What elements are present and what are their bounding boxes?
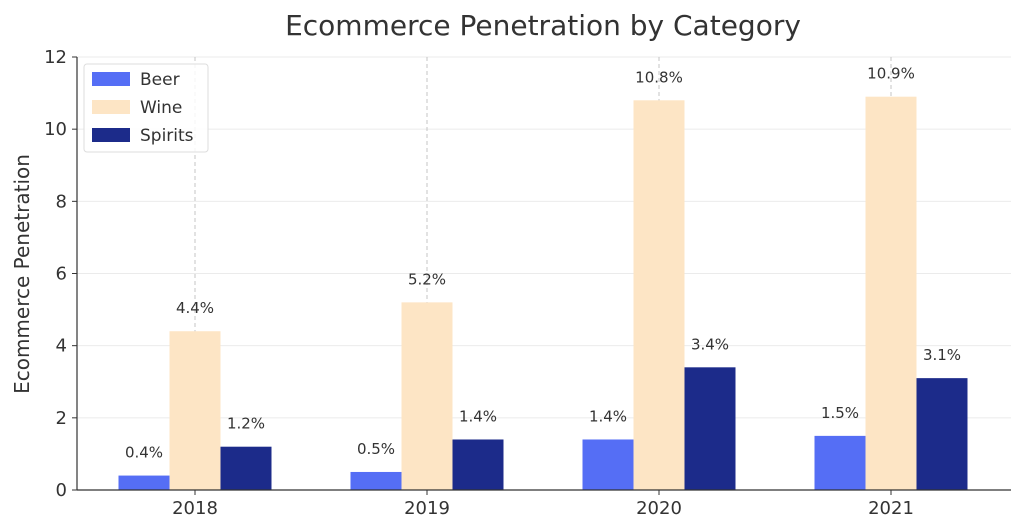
- legend-swatch-wine: [92, 100, 130, 114]
- y-axis-label: Ecommerce Penetration: [10, 154, 34, 394]
- legend: Beer Wine Spirits: [83, 63, 209, 153]
- chart-title: Ecommerce Penetration by Category: [285, 9, 801, 42]
- y-tick-label: 8: [56, 191, 67, 212]
- y-tick-label: 0: [56, 480, 67, 501]
- data-label: 0.4%: [125, 444, 163, 462]
- bars: 0.4% 0.5% 1.4% 1.5% 4.4% 5.2% 10.8% 10.9% 1.2% 1.…: [118, 65, 968, 491]
- data-label: 3.1%: [923, 346, 961, 364]
- x-tick-label: 2019: [404, 498, 450, 519]
- y-tick-label: 12: [44, 47, 67, 68]
- y-tick-label: 4: [56, 336, 67, 357]
- bar-wine-2021: [865, 96, 917, 491]
- data-label: 4.4%: [176, 299, 214, 317]
- y-tick-label: 10: [44, 119, 67, 140]
- data-label: 1.4%: [589, 407, 627, 425]
- x-tick-label: 2018: [172, 498, 218, 519]
- bar-wine-2019: [401, 302, 453, 490]
- data-label: 10.9%: [867, 65, 915, 83]
- data-label: 0.5%: [357, 440, 395, 458]
- legend-label: Beer: [140, 70, 180, 90]
- x-tick-label: 2021: [868, 498, 914, 519]
- legend-label: Spirits: [140, 126, 194, 146]
- data-label: 1.5%: [821, 404, 859, 422]
- bar-spirits-2021: [916, 378, 968, 490]
- bar-beer-2020: [582, 439, 634, 490]
- legend-label: Wine: [140, 98, 182, 118]
- bar-wine-2018: [169, 331, 221, 490]
- y-tick-label: 6: [56, 264, 67, 285]
- bar-beer-2018: [118, 475, 170, 490]
- x-tick-label: 2020: [636, 498, 682, 519]
- bar-beer-2021: [814, 435, 866, 490]
- data-label: 1.2%: [227, 415, 265, 433]
- bar-beer-2019: [350, 471, 402, 490]
- bar-spirits-2019: [452, 439, 504, 490]
- axes: 0 2 4 6 8 10 12 2018 2019 2020 2021: [44, 47, 1011, 519]
- legend-swatch-spirits: [92, 128, 130, 142]
- data-label: 5.2%: [408, 270, 446, 288]
- legend-swatch-beer: [92, 72, 130, 86]
- y-tick-label: 2: [56, 408, 67, 429]
- data-label: 3.4%: [691, 335, 729, 353]
- data-label: 10.8%: [635, 68, 683, 86]
- bar-spirits-2020: [684, 367, 736, 490]
- bar-spirits-2018: [220, 446, 272, 490]
- bar-wine-2020: [633, 100, 685, 491]
- data-label: 1.4%: [459, 407, 497, 425]
